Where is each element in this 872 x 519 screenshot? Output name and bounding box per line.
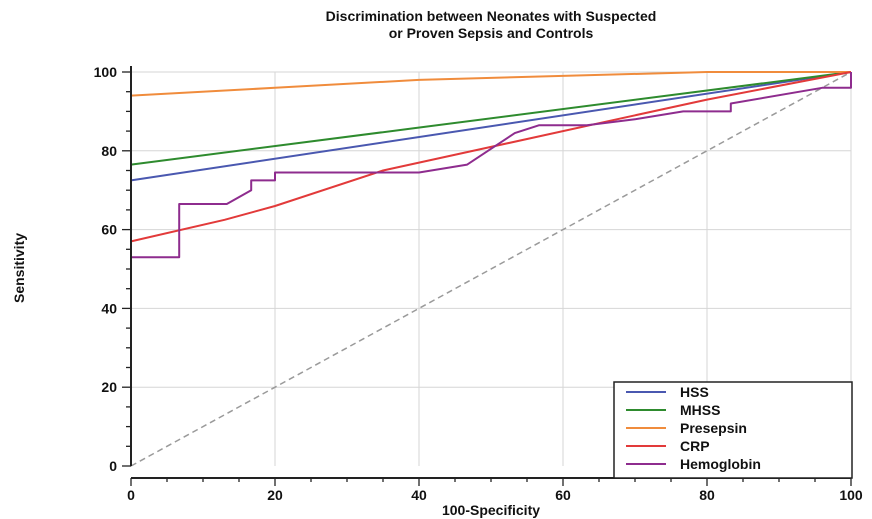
legend-label-presepsin: Presepsin [680,420,747,436]
y-tick-label-4: 80 [101,143,117,159]
chart-subtitle: or Proven Sepsis and Controls [389,25,594,41]
reference-line [130,71,852,467]
x-tick-label-3: 60 [555,487,571,503]
x-tick-label-5: 100 [839,487,863,503]
y-axis-label: Sensitivity [11,233,27,303]
y-tick-label-0: 0 [109,458,117,474]
series-line-crp [130,71,852,466]
x-tick-label-1: 20 [267,487,283,503]
legend: HSS MHSS Presepsin CRP Hemoglobin [613,381,853,479]
legend-label-mhss: MHSS [680,402,720,418]
y-tick-label-1: 20 [101,379,117,395]
x-axis-label: 100-Specificity [442,502,540,518]
x-tick-label-4: 80 [699,487,715,503]
y-tick-label-3: 60 [101,222,117,238]
series-line-hemoglobin [130,72,852,466]
chart-title: Discrimination between Neonates with Sus… [326,8,657,24]
x-tick-label-2: 40 [411,487,427,503]
x-tick-label-0: 0 [127,487,135,503]
legend-box [613,381,853,479]
legend-label-hemoglobin: Hemoglobin [680,456,761,472]
legend-label-crp: CRP [680,438,710,454]
y-tick-label-2: 40 [101,300,117,316]
reference-diagonal [130,71,852,467]
y-tick-label-5: 100 [94,64,118,80]
tick-labels: 0 20 40 60 80 100 0 20 40 60 80 100 [94,64,863,503]
legend-label-hss: HSS [680,384,709,400]
